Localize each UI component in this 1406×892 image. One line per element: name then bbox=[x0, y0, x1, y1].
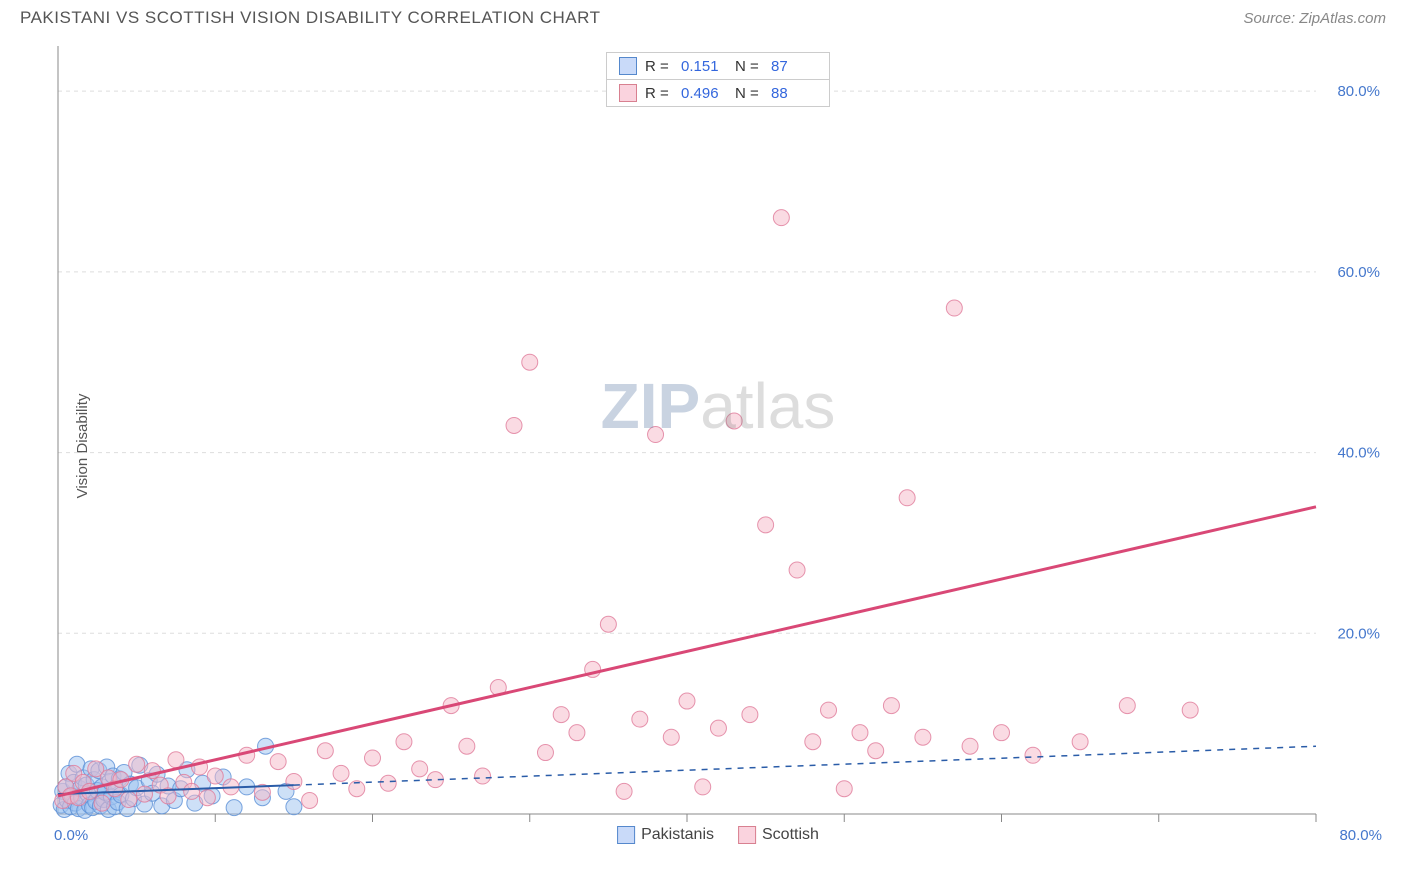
svg-text:20.0%: 20.0% bbox=[1337, 625, 1380, 642]
chart-title: PAKISTANI VS SCOTTISH VISION DISABILITY … bbox=[20, 8, 600, 28]
stat-n-label: N = bbox=[735, 58, 763, 75]
scatter-plot: 20.0% 40.0% 60.0% 80.0% bbox=[50, 42, 1386, 850]
svg-text:60.0%: 60.0% bbox=[1337, 264, 1380, 281]
stat-r-label: R = bbox=[645, 85, 673, 102]
legend-label: Scottish bbox=[762, 826, 819, 844]
chart-container: Vision Disability 20.0%40.0%60.0%80.0% Z… bbox=[50, 42, 1386, 850]
x-axis-max-label: 80.0% bbox=[1339, 827, 1382, 844]
stats-box: R = 0.151 N = 87 R = 0.496 N = 88 bbox=[606, 52, 830, 107]
swatch-pink-icon bbox=[619, 84, 637, 102]
bottom-legend: Pakistanis Scottish bbox=[617, 826, 819, 844]
svg-text:40.0%: 40.0% bbox=[1337, 445, 1380, 462]
stats-row-pink: R = 0.496 N = 88 bbox=[607, 80, 829, 106]
chart-source: Source: ZipAtlas.com bbox=[1243, 10, 1386, 27]
stats-row-blue: R = 0.151 N = 87 bbox=[607, 53, 829, 80]
legend-item-scottish: Scottish bbox=[738, 826, 819, 844]
svg-text:80.0%: 80.0% bbox=[1337, 83, 1380, 100]
stat-r-label: R = bbox=[645, 58, 673, 75]
legend-item-pakistanis: Pakistanis bbox=[617, 826, 714, 844]
stat-n-value: 88 bbox=[771, 85, 817, 102]
chart-header: PAKISTANI VS SCOTTISH VISION DISABILITY … bbox=[0, 0, 1406, 32]
legend-label: Pakistanis bbox=[641, 826, 714, 844]
swatch-blue-icon bbox=[617, 826, 635, 844]
stat-r-value: 0.496 bbox=[681, 85, 727, 102]
swatch-pink-icon bbox=[738, 826, 756, 844]
stat-n-label: N = bbox=[735, 85, 763, 102]
x-axis-min-label: 0.0% bbox=[54, 827, 88, 844]
swatch-blue-icon bbox=[619, 57, 637, 75]
stat-r-value: 0.151 bbox=[681, 58, 727, 75]
stat-n-value: 87 bbox=[771, 58, 817, 75]
